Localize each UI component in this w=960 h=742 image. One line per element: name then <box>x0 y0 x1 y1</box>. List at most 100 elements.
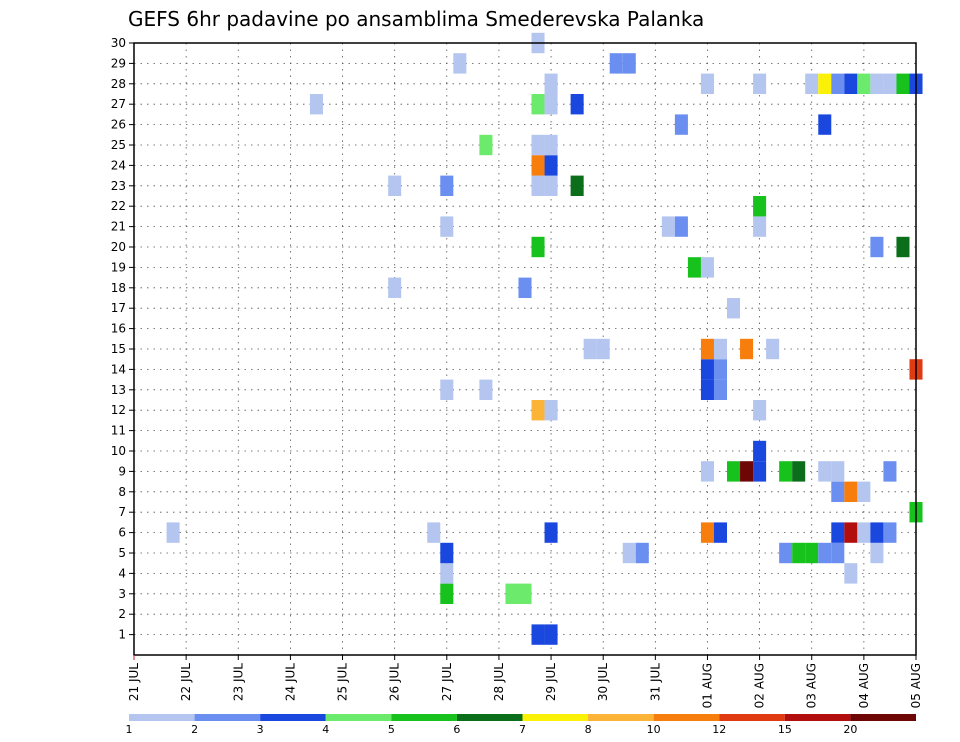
legend-level-label: 4 <box>322 723 329 736</box>
precip-cell <box>844 522 858 543</box>
legend-swatch <box>456 714 523 721</box>
precip-cell <box>531 624 545 645</box>
y-tick-label: 1 <box>118 628 126 642</box>
y-tick-label: 12 <box>111 403 126 417</box>
precip-cell <box>713 522 728 543</box>
precip-cell <box>309 94 323 115</box>
legend-swatch <box>588 714 654 721</box>
precip-cell <box>531 236 545 258</box>
precip-cell <box>583 338 597 360</box>
x-tick-label: 03 AUG <box>805 663 819 708</box>
precip-cell <box>727 461 741 482</box>
precip-cell <box>818 73 832 94</box>
precip-cell <box>753 216 767 237</box>
x-tick-label: 04 AUG <box>857 663 871 708</box>
precip-cell <box>440 563 454 584</box>
y-tick-label: 4 <box>118 566 126 580</box>
precip-cell <box>896 73 910 94</box>
precip-cell <box>544 624 558 645</box>
precip-cell <box>766 338 780 360</box>
precip-cell <box>857 481 871 502</box>
y-tick-label: 6 <box>118 526 126 540</box>
precip-cell <box>883 461 897 482</box>
precip-cell <box>831 542 845 564</box>
precip-cell <box>544 155 558 176</box>
x-tick-label: 21 JUL <box>127 663 141 701</box>
precip-cell <box>805 73 819 94</box>
legend-swatch <box>325 714 392 721</box>
legend-swatch <box>719 714 785 721</box>
precip-cell <box>570 94 584 115</box>
precip-cell <box>440 216 454 237</box>
precip-cell <box>883 522 897 543</box>
legend-level-label: 7 <box>519 723 526 736</box>
precip-cell <box>700 359 714 380</box>
precip-cell <box>609 53 623 74</box>
precip-cell <box>479 379 493 400</box>
y-tick-label: 7 <box>118 505 126 519</box>
y-tick-label: 13 <box>111 383 126 397</box>
legend-swatch <box>653 714 720 721</box>
color-legend: 1 2 3 4 5 6 7 8 10 12 15 20 <box>126 714 916 736</box>
x-tick-label: 27 JUL <box>440 663 454 701</box>
precip-cell <box>870 236 884 258</box>
legend-level-label: 2 <box>191 723 198 736</box>
y-tick-label: 3 <box>118 587 126 601</box>
legend-level-label: 20 <box>843 723 857 736</box>
precip-cell <box>622 542 636 564</box>
x-tick-label: 25 JUL <box>336 663 350 701</box>
precip-cell <box>818 461 832 482</box>
x-tick-label: 29 JUL <box>544 663 558 701</box>
precip-cell <box>713 359 728 380</box>
precip-cell <box>544 73 558 94</box>
cells-layer <box>166 32 923 645</box>
precip-cell <box>753 440 767 462</box>
precip-cell <box>505 583 519 604</box>
y-tick-label: 15 <box>111 342 126 356</box>
precip-cell <box>531 400 545 421</box>
y-tick-label: 10 <box>111 444 126 458</box>
x-tick-label: 31 JUL <box>648 663 662 701</box>
precip-cell <box>831 522 845 543</box>
precip-cell <box>727 298 741 319</box>
precip-cell <box>453 53 467 74</box>
precip-cell <box>687 257 701 278</box>
y-tick-label: 9 <box>118 464 126 478</box>
y-tick-label: 28 <box>111 77 126 91</box>
x-tick-label: 28 JUL <box>492 663 506 701</box>
precip-cell <box>531 155 545 176</box>
y-tick-label: 17 <box>111 301 126 315</box>
y-tick-label: 18 <box>111 281 126 295</box>
legend-swatch <box>522 714 589 721</box>
legend-level-label: 8 <box>585 723 592 736</box>
precip-cell <box>870 73 884 94</box>
precip-cell <box>779 461 793 482</box>
legend-swatch <box>129 714 195 721</box>
precip-cell <box>570 175 584 196</box>
legend-level-label: 10 <box>647 723 661 736</box>
legend-level-label: 15 <box>778 723 792 736</box>
x-tick-label: 02 AUG <box>753 663 767 708</box>
legend-level-label: 1 <box>126 723 133 736</box>
precip-cell <box>857 522 871 543</box>
precip-cell <box>831 461 845 482</box>
precip-cell <box>831 73 845 94</box>
x-tick-label: 01 AUG <box>700 663 714 708</box>
precip-cell <box>700 379 714 400</box>
y-tick-label: 30 <box>111 36 126 50</box>
legend-level-label: 12 <box>712 723 726 736</box>
legend-swatch <box>850 714 916 721</box>
precip-cell <box>792 461 806 482</box>
precip-cell <box>427 522 441 543</box>
y-tick-label: 25 <box>111 138 126 152</box>
x-tick-label: 30 JUL <box>596 663 610 701</box>
precip-cell <box>713 379 728 400</box>
precip-cell <box>844 563 858 584</box>
precip-cell <box>661 216 675 237</box>
precip-cell <box>674 114 688 135</box>
precip-cell <box>674 216 688 237</box>
x-axis: 21 JUL 22 JUL 23 JUL 24 JUL 25 JUL 26 JUL 27 J… <box>127 655 923 708</box>
y-tick-label: 19 <box>111 260 126 274</box>
legend-swatch <box>194 714 261 721</box>
precip-cell <box>753 461 767 482</box>
